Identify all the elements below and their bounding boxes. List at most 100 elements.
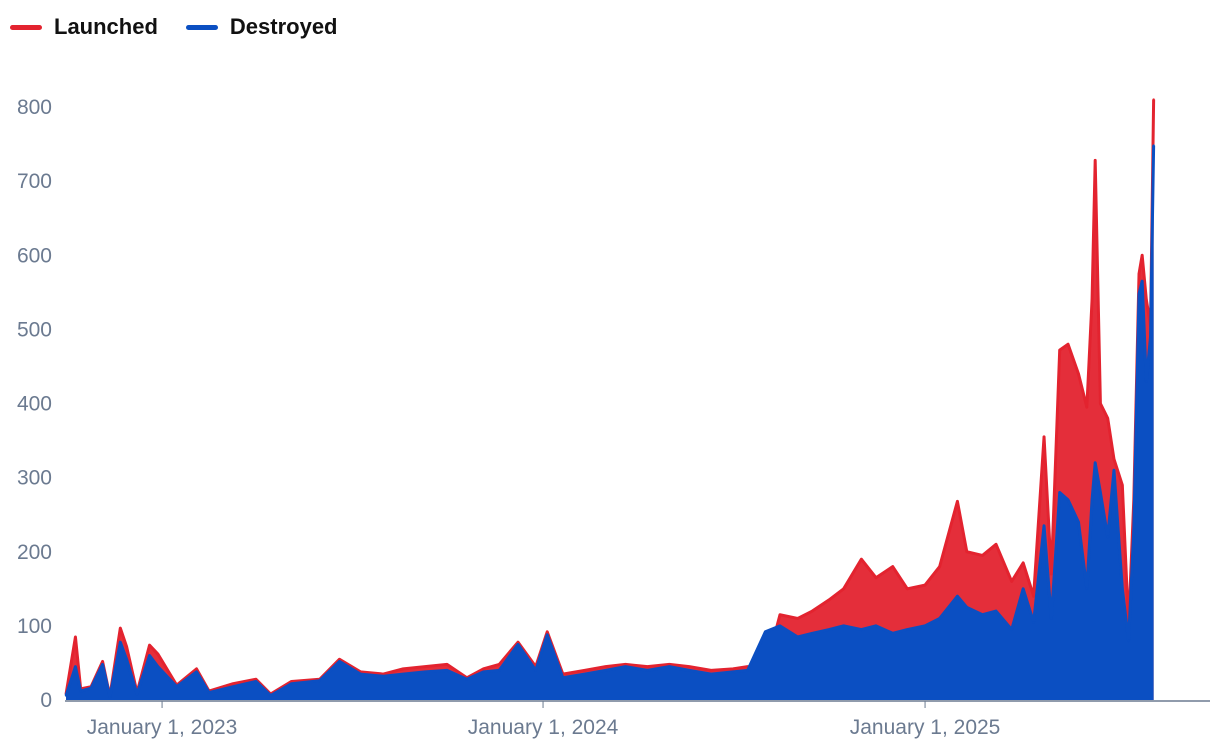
legend-swatch-launched	[10, 24, 42, 30]
data-point-destroyed	[938, 617, 941, 620]
data-point-launched	[382, 672, 385, 676]
data-point-launched	[1112, 457, 1116, 461]
data-point-launched	[981, 554, 984, 557]
data-point-destroyed	[827, 628, 831, 631]
data-point-destroyed	[135, 692, 139, 696]
data-point-destroyed	[338, 660, 341, 663]
data-point-launched	[119, 626, 122, 630]
data-point-destroyed	[778, 624, 782, 628]
data-point-destroyed	[195, 670, 198, 674]
data-point-launched	[709, 669, 713, 672]
data-point-launched	[1099, 402, 1102, 405]
data-point-destroyed	[89, 686, 93, 690]
data-point-launched	[1058, 348, 1061, 352]
data-point-launched	[1066, 343, 1070, 346]
data-point-launched	[1093, 159, 1097, 162]
data-point-destroyed	[965, 606, 969, 609]
data-point-launched	[923, 583, 927, 587]
data-point-destroyed	[359, 672, 362, 676]
data-point-destroyed	[175, 685, 178, 688]
data-point-launched	[1077, 372, 1080, 376]
data-point-launched	[1140, 254, 1144, 257]
data-point-launched	[74, 635, 77, 639]
data-point-launched	[1121, 483, 1124, 487]
data-point-destroyed	[811, 632, 814, 635]
y-tick-label: 400	[17, 393, 52, 416]
legend-item-destroyed[interactable]: Destroyed	[185, 14, 338, 40]
data-point-launched	[338, 658, 341, 661]
data-point-destroyed	[101, 663, 104, 666]
data-point-launched	[254, 678, 258, 681]
data-point-launched	[231, 682, 235, 685]
data-point-destroyed	[79, 689, 82, 693]
data-point-destroyed	[583, 672, 586, 676]
data-point-destroyed	[604, 669, 607, 672]
data-point-destroyed	[482, 670, 485, 674]
data-point-destroyed	[842, 624, 845, 628]
data-point-launched	[874, 576, 878, 579]
data-point-launched	[827, 598, 831, 602]
data-point-launched	[101, 660, 104, 663]
data-point-destroyed	[1093, 461, 1097, 464]
data-point-destroyed	[923, 624, 927, 628]
data-point-launched	[1042, 435, 1046, 439]
data-point-destroyed	[906, 628, 909, 631]
legend-item-launched[interactable]: Launched	[10, 14, 158, 40]
y-tick-label: 600	[17, 244, 52, 267]
data-point-destroyed	[445, 669, 449, 672]
legend-swatch-destroyed	[185, 24, 218, 30]
data-point-destroyed	[1121, 587, 1124, 591]
data-point-launched	[125, 645, 128, 648]
data-point-launched	[1032, 595, 1035, 598]
data-point-launched	[994, 543, 998, 546]
data-point-launched	[1137, 272, 1141, 275]
data-point-launched	[1145, 298, 1148, 301]
data-point-launched	[891, 565, 894, 568]
data-point-destroyed	[561, 676, 565, 679]
data-point-launched	[796, 617, 799, 620]
data-point-launched	[811, 609, 814, 613]
data-point-launched	[687, 665, 691, 668]
data-point-destroyed	[891, 632, 894, 635]
data-point-destroyed	[981, 613, 984, 616]
data-point-destroyed	[207, 691, 211, 694]
data-point-destroyed	[74, 665, 77, 668]
data-point-destroyed	[254, 680, 258, 683]
data-point-destroyed	[1010, 628, 1013, 631]
data-point-destroyed	[498, 669, 501, 672]
data-point-destroyed	[1085, 587, 1089, 591]
data-point-destroyed	[956, 595, 959, 598]
x-tick-label: January 1, 2025	[850, 716, 1001, 739]
data-point-destroyed	[624, 665, 627, 668]
data-point-destroyed	[546, 633, 549, 636]
data-point-launched	[546, 630, 549, 634]
data-point-launched	[668, 663, 671, 666]
y-tick-label: 800	[17, 96, 52, 119]
data-point-destroyed	[1137, 292, 1141, 295]
data-point-launched	[778, 613, 782, 616]
data-point-destroyed	[1140, 279, 1144, 283]
data-point-launched	[498, 663, 501, 666]
data-point-launched	[624, 663, 627, 666]
data-point-destroyed	[796, 635, 799, 639]
data-point-destroyed	[1149, 335, 1152, 338]
data-point-destroyed	[516, 643, 520, 646]
data-point-launched	[860, 557, 863, 561]
data-point-destroyed	[1152, 144, 1155, 147]
data-point-destroyed	[687, 669, 691, 672]
data-point-launched	[195, 667, 198, 671]
data-point-destroyed	[1132, 528, 1136, 531]
series-area-launched	[66, 99, 1154, 700]
data-point-destroyed	[646, 669, 649, 672]
data-point-launched	[1085, 406, 1089, 409]
data-point-destroyed	[994, 609, 998, 613]
data-point-destroyed	[125, 658, 128, 661]
data-point-destroyed	[401, 672, 405, 676]
data-point-destroyed	[1032, 620, 1035, 624]
legend-label-destroyed: Destroyed	[229, 14, 338, 39]
data-point-destroyed	[874, 624, 878, 628]
data-point-launched	[423, 665, 427, 668]
data-point-launched	[604, 665, 607, 668]
data-point-destroyed	[534, 669, 537, 672]
